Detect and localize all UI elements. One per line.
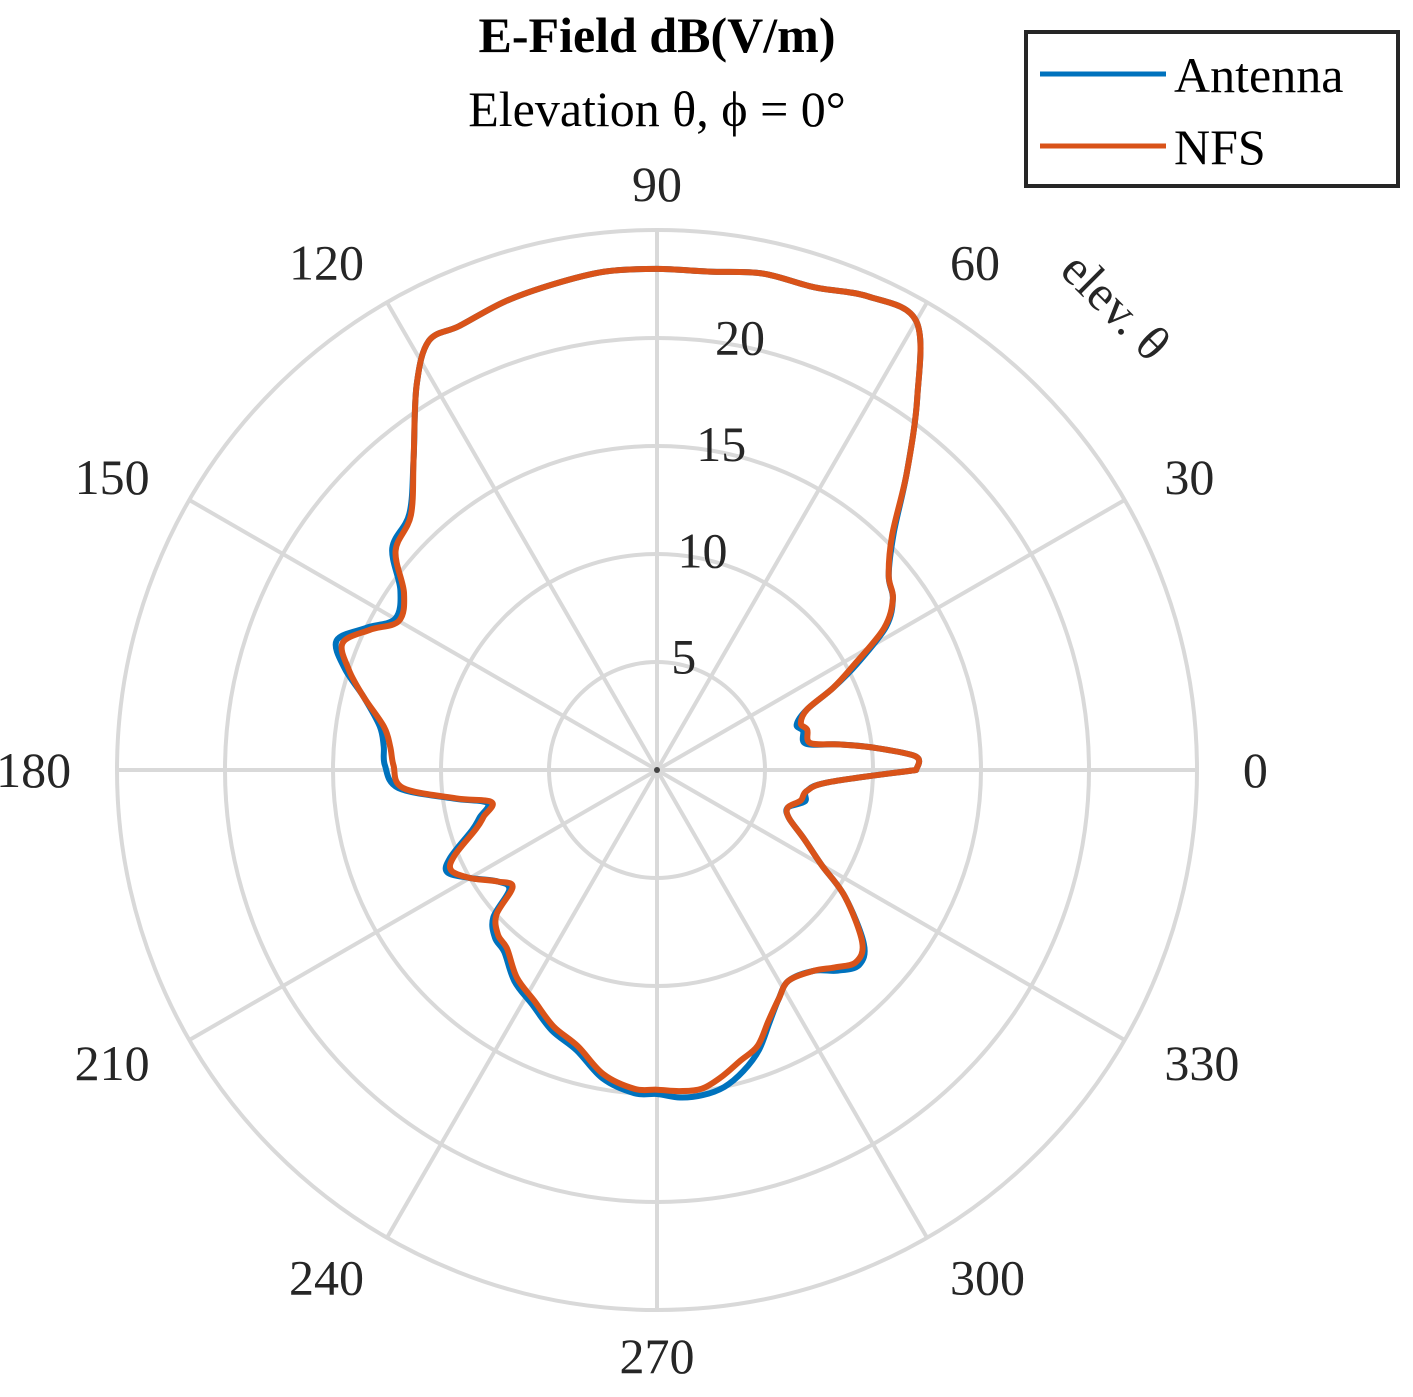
r-tick-10: 10 bbox=[678, 522, 728, 578]
spoke-330 bbox=[655, 768, 1126, 1042]
ring-20 bbox=[223, 336, 1091, 1204]
legend-box bbox=[1024, 30, 1400, 188]
spoke-240 bbox=[385, 768, 659, 1239]
theta-tick-240: 240 bbox=[289, 1249, 364, 1305]
series-antenna-line bbox=[332, 265, 924, 1101]
theta-tick-300: 300 bbox=[950, 1249, 1025, 1305]
theta-tick-0: 0 bbox=[1243, 742, 1268, 798]
theta-tick-150: 150 bbox=[75, 449, 150, 505]
center-dot bbox=[654, 767, 660, 773]
series-nfs-line bbox=[338, 265, 924, 1095]
theta-tick-30: 30 bbox=[1164, 449, 1214, 505]
spoke-150 bbox=[188, 498, 659, 772]
legend-label-antenna: Antenna bbox=[1174, 47, 1343, 103]
theta-tick-210: 210 bbox=[75, 1035, 150, 1091]
chart-subtitle: Elevation θ, ϕ = 0° bbox=[468, 81, 846, 137]
theta-tick-60: 60 bbox=[950, 235, 1000, 291]
theta-tick-180: 180 bbox=[0, 742, 71, 798]
r-axis-label: elev. θ bbox=[1051, 241, 1182, 372]
tick-labels: 0 30 60 90 120 150 180 210 240 270 300 330 5 10 15 20 bbox=[0, 156, 1268, 1384]
theta-tick-90: 90 bbox=[632, 156, 682, 212]
r-tick-15: 15 bbox=[696, 416, 746, 472]
spoke-210 bbox=[188, 768, 659, 1042]
ring-25 bbox=[115, 228, 1199, 1312]
ring-10 bbox=[439, 552, 875, 988]
r-tick-20: 20 bbox=[715, 310, 765, 366]
series-layer bbox=[332, 265, 924, 1101]
polar-grid bbox=[115, 228, 1199, 1312]
spoke-30 bbox=[655, 498, 1126, 772]
legend-label-nfs: NFS bbox=[1174, 119, 1266, 175]
theta-tick-330: 330 bbox=[1164, 1035, 1239, 1091]
ring-5 bbox=[547, 660, 767, 880]
spoke-60 bbox=[655, 301, 929, 772]
theta-tick-120: 120 bbox=[289, 235, 364, 291]
theta-tick-270: 270 bbox=[620, 1328, 695, 1384]
legend: Antenna NFS bbox=[1024, 30, 1400, 188]
chart-title: E-Field dB(V/m) bbox=[479, 7, 836, 63]
spoke-300 bbox=[655, 768, 929, 1239]
spoke-120 bbox=[385, 301, 659, 772]
r-tick-5: 5 bbox=[671, 629, 696, 685]
